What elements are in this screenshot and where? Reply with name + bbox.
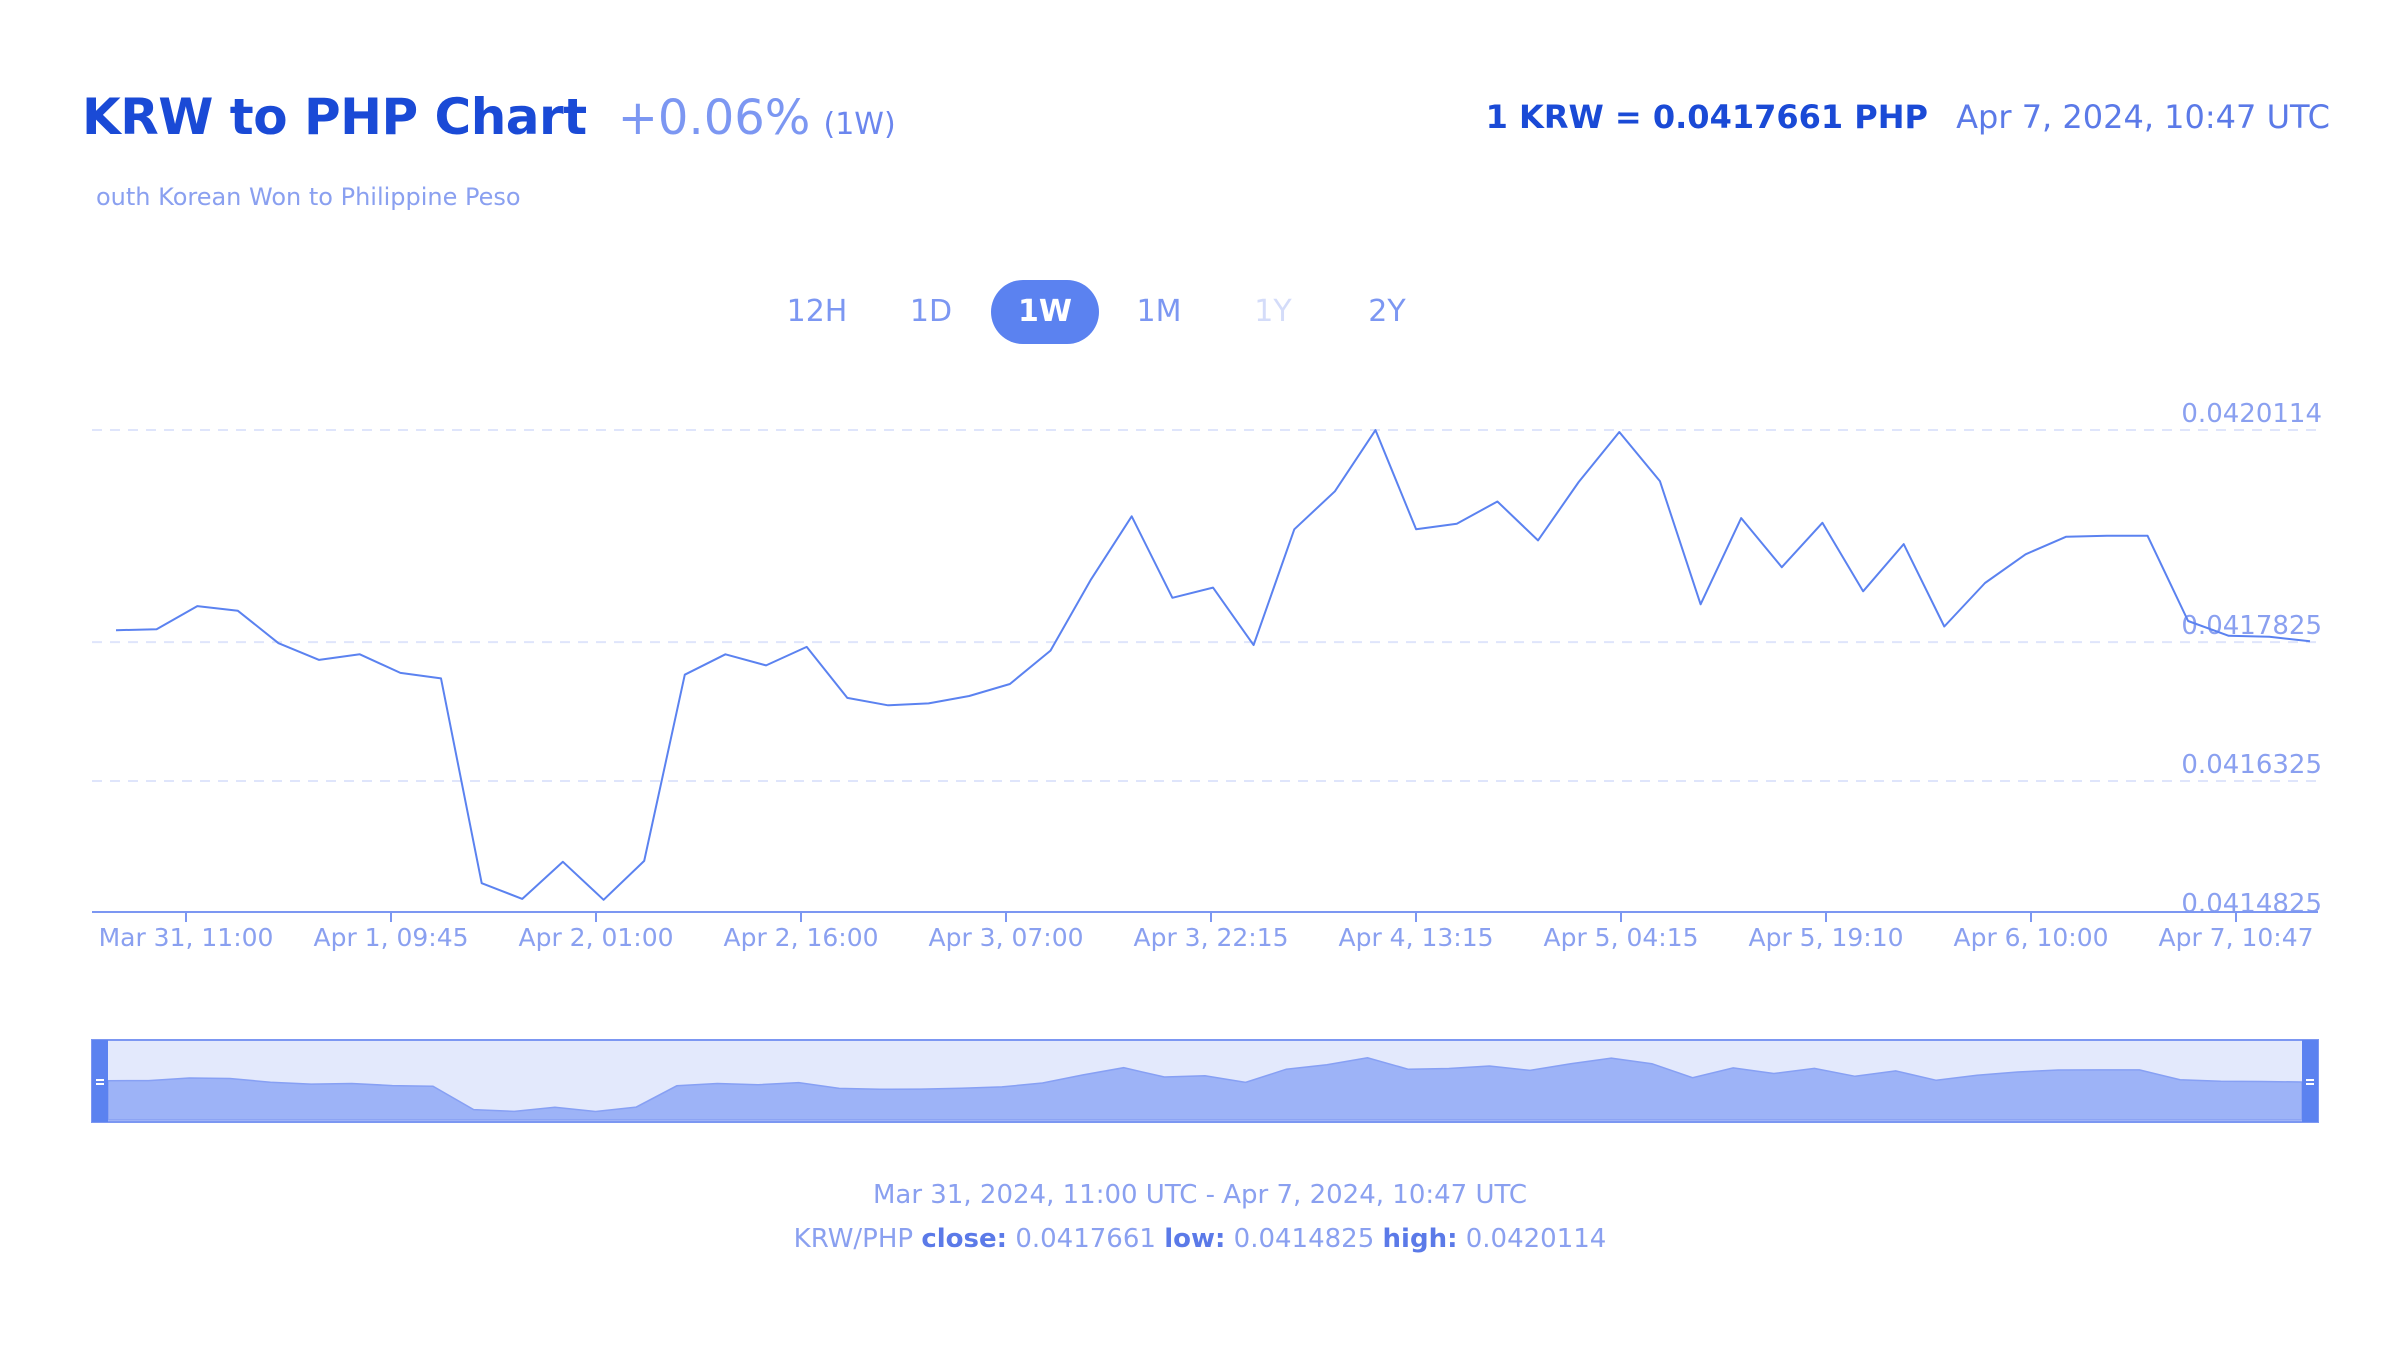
x-tick-label: Apr 2, 16:00 <box>723 923 878 952</box>
pair-label: KRW/PHP <box>793 1224 914 1254</box>
tab-12h[interactable]: 12H <box>786 294 848 329</box>
stats-line: KRW/PHP close: 0.0417661 low: 0.0414825 … <box>0 1224 2400 1254</box>
close-value: 0.0417661 <box>1015 1224 1156 1254</box>
x-tick-label: Apr 4, 13:15 <box>1338 923 1493 952</box>
navigator-area <box>107 1057 2303 1121</box>
x-tick-label: Apr 7, 10:47 <box>2158 923 2313 952</box>
tab-1d[interactable]: 1D <box>909 294 953 329</box>
page-title: KRW to PHP Chart <box>82 88 587 146</box>
close-label: close: <box>921 1224 1008 1254</box>
navigator[interactable] <box>91 1039 2319 1123</box>
header: KRW to PHP Chart +0.06% (1W) <box>82 88 896 146</box>
x-tick-label: Apr 3, 07:00 <box>928 923 1083 952</box>
y-tick-label: 0.0416325 <box>2181 750 2322 780</box>
low-label: low: <box>1164 1224 1226 1254</box>
exchange-rate: 1 KRW = 0.0417661 PHP <box>1485 98 1928 136</box>
page-subtitle: outh Korean Won to Philippine Peso <box>96 183 521 211</box>
x-tick-label: Apr 1, 09:45 <box>313 923 468 952</box>
date-range-caption: Mar 31, 2024, 11:00 UTC - Apr 7, 2024, 1… <box>872 1180 1528 1210</box>
tab-1w[interactable]: 1W <box>991 280 1099 344</box>
y-tick-label: 0.0420114 <box>2181 399 2322 429</box>
x-tick-label: Apr 6, 10:00 <box>1953 923 2108 952</box>
y-tick-label: 0.0414825 <box>2181 889 2322 919</box>
change-period: (1W) <box>823 107 896 142</box>
tab-2y[interactable]: 2Y <box>1368 294 1406 329</box>
rate-timestamp: Apr 7, 2024, 10:47 UTC <box>1956 98 2330 136</box>
high-label: high: <box>1382 1224 1458 1254</box>
x-axis: Mar 31, 11:00 Apr 1, 09:45 Apr 2, 01:00 Apr… <box>99 912 2314 952</box>
x-tick-label: Apr 5, 04:15 <box>1543 923 1698 952</box>
grid-lines <box>92 429 2318 783</box>
x-tick-label: Apr 2, 01:00 <box>518 923 673 952</box>
price-line <box>115 429 2311 901</box>
rate-block: 1 KRW = 0.0417661 PHP Apr 7, 2024, 10:47… <box>1486 98 2330 136</box>
tab-1m[interactable]: 1M <box>1136 294 1182 329</box>
x-tick-label: Apr 5, 19:10 <box>1748 923 1903 952</box>
x-tick-label: Apr 3, 22:15 <box>1133 923 1288 952</box>
tab-1y[interactable]: 1Y <box>1254 294 1292 329</box>
high-value: 0.0420114 <box>1465 1224 1607 1254</box>
low-value: 0.0414825 <box>1233 1224 1375 1254</box>
change-percent: +0.06% <box>617 90 811 146</box>
x-tick-label: Mar 31, 11:00 <box>99 923 274 952</box>
time-range-tabs: 12H 1D 1W 1M 1Y 2Y <box>760 280 1444 344</box>
